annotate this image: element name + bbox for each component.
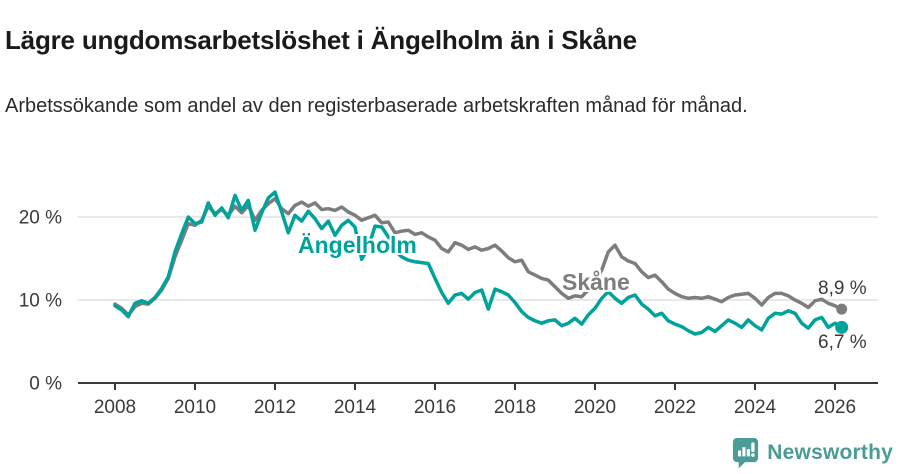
series-line-skane xyxy=(113,196,844,317)
chart-subtitle: Arbetssökande som andel av den registerb… xyxy=(5,95,748,117)
series-line-angelholm xyxy=(113,190,844,336)
x-tick-label: 2018 xyxy=(494,397,536,418)
chart-title: Lägre ungdomsarbetslöshet i Ängelholm än… xyxy=(5,25,637,56)
x-tick-label: 2016 xyxy=(414,397,456,418)
end-dot-angelholm xyxy=(835,320,849,334)
y-tick-label: 10 % xyxy=(19,291,62,312)
x-tick-label: 2012 xyxy=(254,397,296,418)
x-tick-label: 2022 xyxy=(654,397,696,418)
newsworthy-logo-icon xyxy=(733,438,759,469)
end-value-skane: 8,9 % xyxy=(818,278,867,299)
newsworthy-logo-text: Newsworthy xyxy=(767,441,893,464)
y-tick-label: 20 % xyxy=(19,208,62,229)
x-tick-label: 2024 xyxy=(734,397,777,418)
x-tick-label: 2014 xyxy=(334,397,377,418)
x-tick-label: 2008 xyxy=(94,397,136,418)
x-tick-label: 2026 xyxy=(814,397,856,418)
series-label-angelholm: Ängelholm xyxy=(298,232,417,258)
end-dot-skane xyxy=(836,303,848,315)
x-tick-label: 2010 xyxy=(174,397,216,418)
x-tick-label: 2020 xyxy=(574,397,616,418)
series-label-skane: Skåne xyxy=(562,269,630,295)
newsworthy-logo: Newsworthy xyxy=(732,437,893,469)
y-tick-label: 0 % xyxy=(29,374,62,395)
end-value-angelholm: 6,7 % xyxy=(818,332,867,353)
